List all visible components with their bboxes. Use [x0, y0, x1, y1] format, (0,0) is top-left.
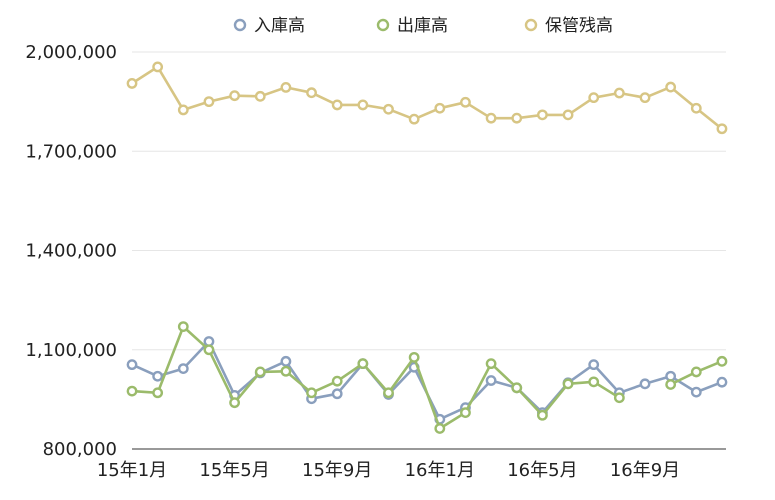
- y-tick-label: 1,700,000: [25, 141, 117, 162]
- data-point[interactable]: [716, 123, 728, 135]
- series-line: [130, 340, 724, 421]
- data-point[interactable]: [280, 355, 292, 367]
- data-point[interactable]: [639, 378, 651, 390]
- series-3: [126, 61, 728, 135]
- data-point[interactable]: [177, 104, 189, 116]
- data-point[interactable]: [152, 61, 164, 73]
- legend-label: 入庫高: [254, 16, 305, 36]
- legend-label: 保管残高: [545, 16, 613, 36]
- data-point[interactable]: [229, 90, 241, 102]
- legend-marker: [376, 18, 390, 32]
- data-point[interactable]: [152, 370, 164, 382]
- data-point[interactable]: [126, 359, 138, 371]
- series-2: [126, 321, 728, 434]
- legend-item[interactable]: 出庫高: [376, 16, 448, 36]
- data-point[interactable]: [460, 407, 471, 419]
- data-point[interactable]: [306, 87, 317, 99]
- data-point[interactable]: [177, 321, 189, 332]
- legend-item[interactable]: 入庫高: [233, 16, 305, 36]
- data-point[interactable]: [588, 359, 600, 371]
- x-tick-label: 16年5月: [507, 460, 577, 481]
- x-tick-label: 16年1月: [405, 460, 475, 481]
- data-point[interactable]: [485, 375, 497, 386]
- data-point[interactable]: [126, 385, 138, 397]
- data-point[interactable]: [357, 99, 369, 111]
- data-point[interactable]: [331, 388, 343, 400]
- data-point[interactable]: [254, 90, 266, 102]
- legend-label: 出庫高: [397, 16, 448, 36]
- data-point[interactable]: [588, 92, 600, 104]
- data-point[interactable]: [485, 358, 497, 370]
- data-point[interactable]: [280, 81, 292, 93]
- legend-marker: [524, 18, 538, 32]
- data-point[interactable]: [537, 109, 548, 121]
- data-point[interactable]: [562, 378, 574, 390]
- data-point[interactable]: [588, 376, 600, 388]
- data-point[interactable]: [613, 392, 625, 404]
- data-point[interactable]: [613, 87, 625, 99]
- x-tick-label: 15年9月: [302, 460, 372, 481]
- grid-lines: [132, 51, 726, 351]
- data-point[interactable]: [716, 355, 728, 367]
- data-point[interactable]: [434, 423, 446, 434]
- data-point[interactable]: [331, 375, 343, 387]
- axes: 800,000 1,100,000 1,400,000 1,700,000 2,000,…: [25, 42, 726, 481]
- data-point[interactable]: [280, 365, 292, 377]
- data-point[interactable]: [383, 387, 394, 399]
- y-tick-label: 1,100,000: [25, 340, 117, 361]
- data-point[interactable]: [665, 379, 677, 390]
- data-point[interactable]: [408, 113, 420, 125]
- data-point[interactable]: [639, 92, 651, 104]
- x-tick-label: 15年5月: [199, 460, 269, 481]
- data-point[interactable]: [562, 109, 574, 121]
- series-layer: [126, 61, 728, 434]
- data-point[interactable]: [690, 366, 702, 378]
- data-point[interactable]: [537, 409, 548, 421]
- y-tick-label: 1,400,000: [25, 241, 117, 262]
- data-point[interactable]: [511, 382, 523, 394]
- legend: 入庫高 出庫高 保管残高: [233, 16, 613, 36]
- data-point[interactable]: [485, 112, 497, 124]
- data-point[interactable]: [408, 351, 420, 363]
- data-point[interactable]: [203, 96, 215, 108]
- data-point[interactable]: [511, 112, 523, 124]
- data-point[interactable]: [460, 96, 471, 108]
- data-point[interactable]: [203, 344, 215, 356]
- x-tick-label: 16年9月: [610, 460, 680, 481]
- legend-item[interactable]: 保管残高: [524, 16, 613, 36]
- data-point[interactable]: [357, 358, 369, 370]
- data-point[interactable]: [716, 376, 728, 388]
- data-point[interactable]: [665, 81, 677, 93]
- series-line: [130, 65, 724, 131]
- data-point[interactable]: [126, 78, 138, 89]
- data-point[interactable]: [331, 99, 343, 111]
- x-tick-label: 15年1月: [97, 460, 167, 481]
- series-line: [130, 325, 621, 430]
- data-point[interactable]: [383, 103, 394, 115]
- data-point[interactable]: [254, 366, 266, 378]
- y-tick-label: 2,000,000: [25, 42, 117, 63]
- data-point[interactable]: [690, 386, 702, 398]
- data-point[interactable]: [306, 387, 317, 399]
- data-point[interactable]: [434, 102, 446, 114]
- data-point[interactable]: [690, 102, 702, 114]
- y-tick-label: 800,000: [43, 439, 117, 460]
- data-point[interactable]: [152, 387, 164, 399]
- data-point[interactable]: [229, 397, 241, 409]
- data-point[interactable]: [177, 363, 189, 375]
- legend-marker: [233, 18, 247, 32]
